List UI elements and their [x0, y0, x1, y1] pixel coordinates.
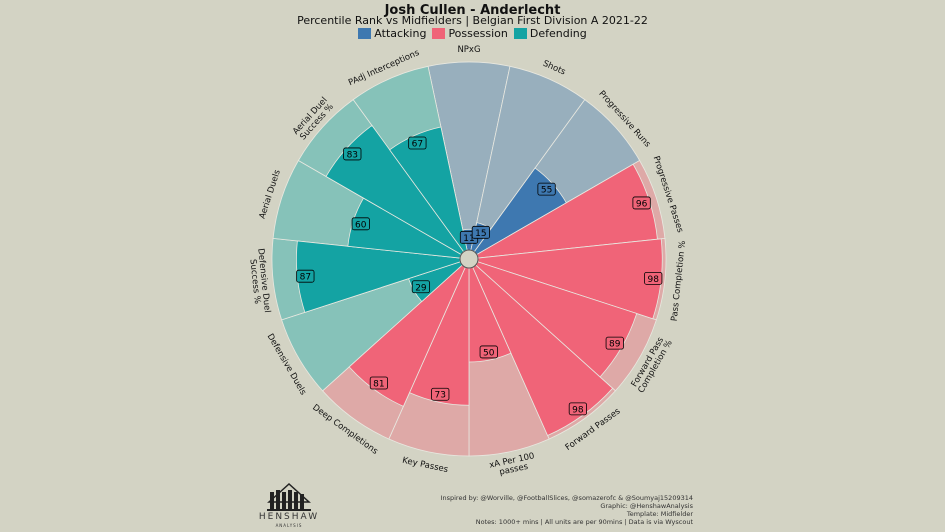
legend-swatch: [513, 28, 527, 39]
category-label: NPxG: [457, 45, 480, 55]
value-label: 15: [475, 229, 486, 239]
category-label: Defensive DuelSuccess %: [246, 248, 272, 314]
value-label: 60: [355, 220, 367, 230]
value-label: 67: [412, 140, 423, 150]
value-label-box: [296, 269, 315, 283]
credits: Inspired by: @Worville, @FootballSlices,…: [441, 494, 693, 526]
value-label: 98: [647, 275, 659, 285]
category-label: xA Per 100passes: [488, 451, 537, 479]
value-label: 87: [300, 273, 311, 283]
value-label-box: [411, 280, 431, 294]
legend-label: Attacking: [374, 27, 427, 40]
value-label-box: [479, 345, 498, 359]
legend-swatch: [432, 28, 446, 39]
value-label-box: [369, 376, 389, 390]
chart-subtitle: Percentile Rank vs Midfielders | Belgian…: [297, 14, 648, 27]
logo-text: HENSHAW: [258, 512, 320, 522]
value-label-box: [644, 271, 663, 285]
credit-line: Inspired by: @Worville, @FootballSlices,…: [440, 494, 693, 502]
legend: Attacking Possession Defending: [0, 27, 945, 40]
logo-icon: [267, 482, 311, 511]
value-label: 29: [415, 283, 427, 293]
value-label-box: [568, 402, 587, 416]
credit-line: Notes: 1000+ mins | All units are per 90…: [475, 518, 693, 526]
value-label-box: [408, 136, 427, 150]
value-label-box: [537, 182, 556, 196]
value-label: 73: [435, 391, 446, 401]
category-label: Key Passes: [401, 456, 449, 476]
legend-item-possession: Possession: [432, 27, 508, 40]
chart-title: Josh Cullen - Anderlecht: [384, 3, 561, 18]
value-label: 83: [347, 150, 358, 160]
value-label: 55: [541, 186, 552, 196]
legend-item-defending: Defending: [513, 27, 587, 40]
legend-item-attacking: Attacking: [358, 27, 426, 40]
value-label: 11: [463, 234, 474, 244]
category-label: Pass Completion %: [670, 240, 688, 322]
value-label-box: [343, 147, 362, 161]
category-label: Shots: [541, 59, 567, 78]
value-label: 89: [609, 340, 621, 350]
value-label-box: [351, 217, 370, 231]
value-label: 50: [483, 348, 495, 358]
value-label: 96: [636, 199, 648, 209]
value-label: 98: [572, 405, 584, 415]
legend-label: Defending: [529, 27, 587, 40]
henshaw-logo: HENSHAW ANALYSIS: [253, 480, 325, 528]
value-label-box: [605, 336, 624, 350]
logo-subtext: ANALYSIS: [275, 523, 303, 528]
credit-line: Graphic: @HenshawAnalysis: [600, 502, 693, 510]
value-label-box: [471, 225, 490, 239]
value-label: 81: [373, 380, 384, 390]
legend-label: Possession: [448, 27, 508, 40]
legend-swatch: [358, 28, 372, 39]
credit-line: Template: Midfielder: [626, 510, 693, 518]
center-circle: [459, 249, 479, 269]
value-label-box: [632, 196, 651, 210]
value-label-box: [431, 387, 450, 401]
